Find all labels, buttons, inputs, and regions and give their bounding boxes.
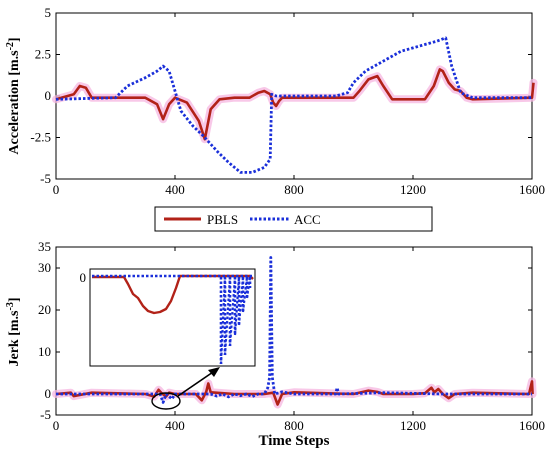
top-x-tick-label: 0 (53, 182, 60, 197)
top-y-tick-label: 0 (45, 88, 52, 103)
bottom-x-tick-label: 400 (165, 418, 185, 433)
bottom-y-tick-label: 35 (38, 239, 51, 254)
legend-label-pbls: PBLS (207, 212, 238, 227)
top-y-axis-label: Acceleration [m.s-2] (5, 37, 22, 154)
acceleration-panel: 0 400 800 1200 1600 5 2.5 0 -2.5 -5 Acceleration … (5, 5, 545, 197)
bottom-y-tick-label: 30 (38, 260, 51, 275)
inset-series-acc-connector (245, 276, 252, 299)
legend-label-acc: ACC (294, 212, 321, 227)
bottom-series-layer (52, 256, 537, 409)
zoom-arrow (177, 369, 217, 397)
top-x-tick-label: 400 (165, 182, 185, 197)
top-series-pbls-line (55, 68, 535, 141)
bottom-y-tick-label: 10 (38, 344, 51, 359)
inset-series-acc-connector (233, 276, 241, 336)
inset-series-acc-connector (237, 276, 245, 326)
bottom-series-acc-line (56, 256, 532, 404)
top-series-layer (52, 36, 538, 174)
zoom-inset: 0 (80, 268, 256, 367)
bottom-y-tick-label: 20 (38, 302, 51, 317)
top-y-tick-label: -2.5 (30, 130, 51, 145)
inset-y-tick-0: 0 (80, 270, 87, 285)
top-x-tick-label: 1600 (519, 182, 545, 197)
bottom-y-tick-label: -5 (40, 407, 51, 422)
top-x-tick-label: 1200 (400, 182, 426, 197)
bottom-x-tick-label: 800 (284, 418, 304, 433)
legend-box (154, 206, 433, 232)
zoom-region-ellipse (151, 392, 181, 410)
top-y-tick-label: 5 (45, 5, 52, 20)
bottom-x-tick-label: 1600 (519, 418, 545, 433)
bottom-y-axis-label: Jerk [m.s-3] (5, 297, 22, 366)
inset-series-pbls-line (92, 274, 254, 315)
zoom-arrow-head (208, 367, 220, 377)
top-ticks: 0 400 800 1200 1600 5 2.5 0 -2.5 -5 (30, 5, 545, 197)
inset-series-acc-connector (223, 276, 232, 356)
top-x-tick-label: 800 (284, 182, 304, 197)
bottom-x-axis-label: Time Steps (259, 433, 330, 449)
top-y-tick-label: 2.5 (35, 47, 51, 62)
bottom-y-tick-label: 0 (45, 386, 52, 401)
bottom-x-tick-label: 0 (53, 418, 60, 433)
inset-series-layer (92, 274, 254, 365)
bottom-x-tick-label: 1200 (400, 418, 426, 433)
top-y-tick-label: -5 (40, 171, 51, 186)
legend: PBLS ACC (154, 206, 433, 232)
top-series-pbls-halo (52, 65, 538, 144)
top-series-acc-line (55, 36, 532, 174)
